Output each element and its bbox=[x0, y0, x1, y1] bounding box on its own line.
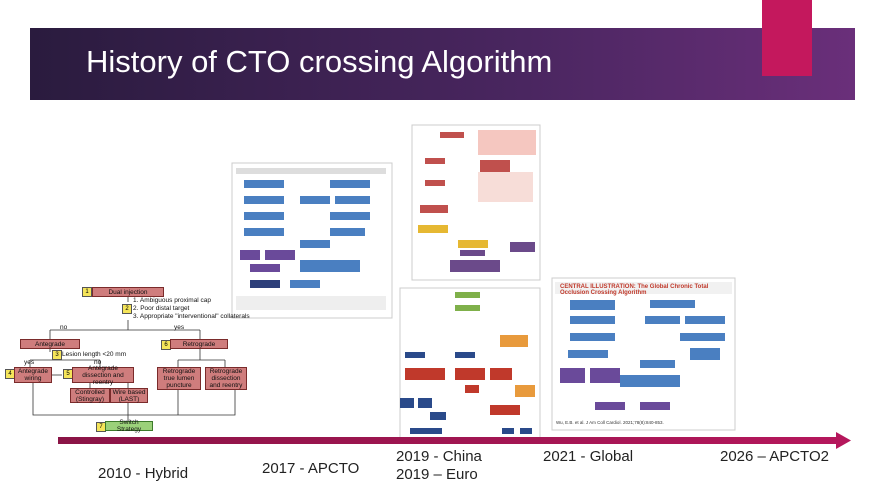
flow-node: Retrograde dissection and reentry bbox=[205, 367, 247, 390]
flow-node: Antegrade bbox=[20, 339, 80, 349]
accent-square bbox=[762, 0, 812, 76]
hybrid-connectors bbox=[29, 297, 236, 421]
criterion: 1. Ambiguous proximal cap bbox=[133, 297, 212, 304]
global-citation: Wu, E.B. et al. J Am Coll Cardiol. 2021;… bbox=[556, 420, 664, 425]
timeline-label: 2010 - Hybrid bbox=[98, 465, 189, 482]
timeline-label: 2019 – Euro bbox=[396, 466, 478, 483]
flow-node: Controlled (Stingray) bbox=[70, 388, 110, 403]
edge-label: yes bbox=[24, 359, 35, 366]
apcto-diagram bbox=[231, 162, 393, 319]
step-number: 3 bbox=[52, 350, 62, 360]
timeline-arrow bbox=[58, 437, 838, 444]
flow-node: Dual injection bbox=[92, 287, 164, 297]
edge-label: no bbox=[60, 324, 68, 331]
flow-node: Retrograde true lumen puncture bbox=[157, 367, 201, 390]
step-number: 2 bbox=[122, 304, 132, 314]
flow-node: Antegrade dissection and reentry bbox=[72, 365, 134, 386]
china-diagram bbox=[411, 124, 541, 281]
title-band bbox=[30, 28, 855, 100]
euro-diagram bbox=[399, 287, 541, 441]
slide-title: History of CTO crossing Algorithm bbox=[86, 44, 553, 79]
timeline-label: 2017 - APCTO bbox=[262, 460, 360, 477]
flow-node: Switch Strategy bbox=[105, 419, 153, 433]
decision: Lesion length <20 mm bbox=[62, 351, 127, 358]
flow-node: Wire based (LAST) bbox=[110, 388, 148, 403]
timeline-label: 2019 - China bbox=[396, 448, 482, 465]
step-number: 1 bbox=[82, 287, 92, 297]
global-heading: CENTRAL ILLUSTRATION: The Global Chronic… bbox=[560, 284, 709, 296]
timeline-arrowhead bbox=[836, 432, 851, 449]
criterion: 3. Appropriate "interventional" collater… bbox=[133, 313, 250, 320]
flow-node: Retrograde bbox=[170, 339, 228, 349]
global-diagram bbox=[551, 277, 736, 431]
criterion: 2. Poor distal target bbox=[133, 305, 190, 312]
timeline-label: 2026 – APCTO2 bbox=[720, 448, 829, 465]
flow-node: Antegrade wiring bbox=[14, 367, 52, 383]
timeline-label: 2021 - Global bbox=[543, 448, 634, 465]
edge-label: no bbox=[94, 359, 102, 366]
edge-label: yes bbox=[174, 324, 185, 331]
